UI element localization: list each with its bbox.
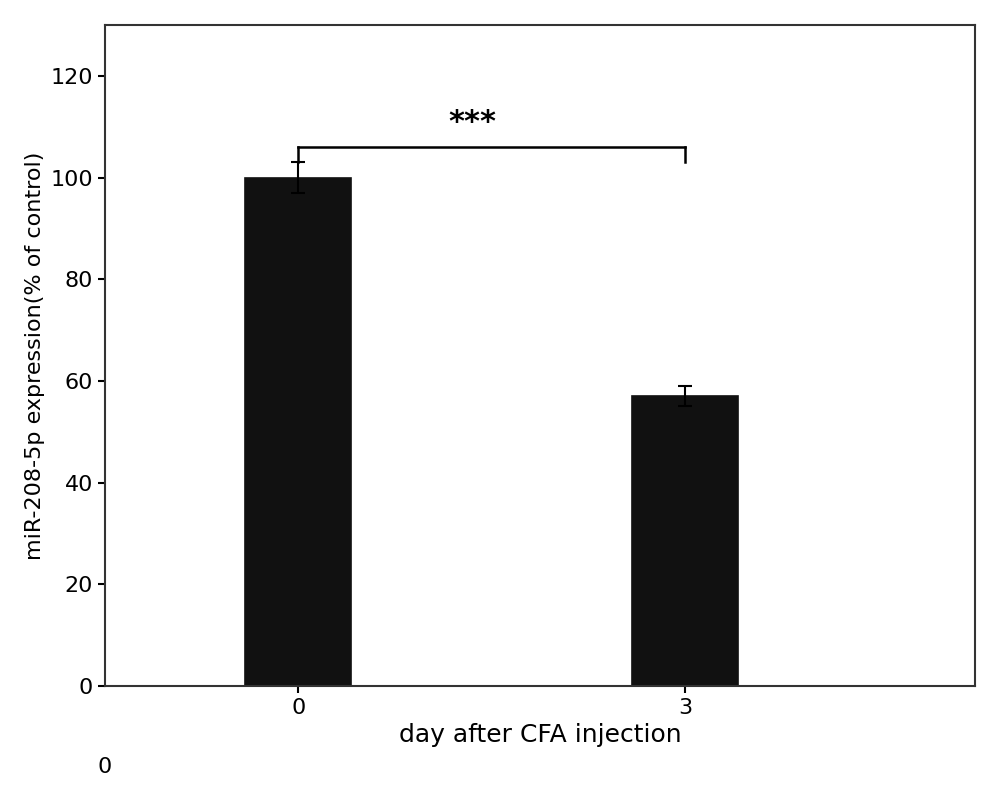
Bar [245,178,351,686]
Y-axis label: miR-208-5p expression(% of control): miR-208-5p expression(% of control) [25,151,45,559]
X-axis label: day after CFA injection: day after CFA injection [399,723,681,748]
Text: ***: *** [448,108,496,137]
Text: 0: 0 [98,757,112,777]
Bar [632,396,738,686]
